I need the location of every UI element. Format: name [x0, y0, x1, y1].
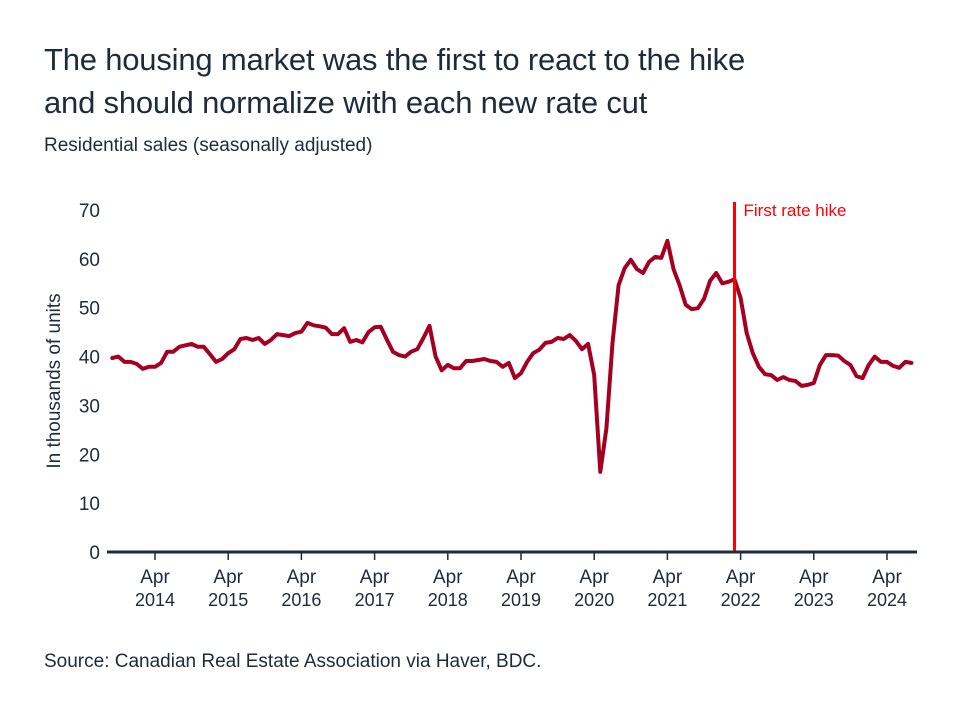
x-tick-year: 2022: [721, 590, 761, 610]
x-tick-month: Apr: [653, 567, 683, 588]
y-tick-label: 30: [79, 396, 100, 417]
chart-subtitle: Residential sales (seasonally adjusted): [44, 135, 373, 156]
y-tick-label: 50: [79, 299, 100, 320]
x-tick-month: Apr: [799, 567, 829, 588]
y-tick-label: 0: [89, 543, 100, 564]
x-tick-month: Apr: [140, 567, 170, 588]
y-tick-label: 60: [79, 250, 100, 271]
x-tick-year: 2015: [208, 590, 248, 610]
x-tick-month: Apr: [360, 567, 390, 588]
x-tick-month: Apr: [506, 567, 536, 588]
y-tick-label: 70: [79, 201, 100, 222]
x-tick-year: 2017: [355, 590, 395, 610]
x-tick-year: 2020: [574, 590, 614, 610]
x-tick-month: Apr: [213, 567, 243, 588]
x-tick-year: 2023: [794, 590, 834, 610]
title-line-1: The housing market was the first to reac…: [44, 42, 746, 77]
x-tick-month: Apr: [726, 567, 756, 588]
rate-hike-label: First rate hike: [744, 201, 847, 220]
title-line-2: and should normalize with each new rate …: [44, 85, 648, 120]
x-tick-year: 2014: [135, 590, 175, 610]
chart-title: The housing market was the first to reac…: [44, 38, 944, 124]
x-tick-year: 2019: [501, 590, 541, 610]
x-tick-year: 2016: [281, 590, 321, 610]
source-note: Source: Canadian Real Estate Association…: [44, 651, 542, 672]
x-tick-year: 2018: [428, 590, 468, 610]
y-tick-label: 10: [79, 494, 100, 515]
x-tick-month: Apr: [287, 567, 317, 588]
y-axis-label: In thousands of units: [44, 293, 65, 468]
y-tick-label: 20: [79, 445, 100, 466]
y-tick-label: 40: [79, 348, 100, 369]
x-tick-year: 2024: [867, 590, 907, 610]
series-line: [110, 238, 914, 474]
x-tick-month: Apr: [433, 567, 463, 588]
x-tick-month: Apr: [579, 567, 609, 588]
x-tick-year: 2021: [647, 590, 687, 610]
x-tick-month: Apr: [872, 567, 902, 588]
